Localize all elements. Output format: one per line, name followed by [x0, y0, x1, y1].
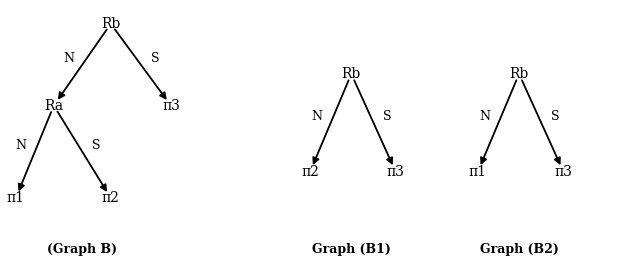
Text: π2: π2 — [301, 164, 319, 179]
Text: π1: π1 — [7, 191, 25, 205]
Text: π2: π2 — [102, 191, 120, 205]
Text: Rb: Rb — [342, 67, 361, 81]
Text: Graph (B2): Graph (B2) — [480, 243, 558, 256]
Text: Graph (B1): Graph (B1) — [312, 243, 391, 256]
Text: S: S — [151, 51, 159, 65]
Text: Rb: Rb — [510, 67, 529, 81]
Text: π3: π3 — [555, 164, 572, 179]
Text: (Graph B): (Graph B) — [47, 243, 117, 256]
Text: S: S — [383, 110, 392, 123]
Text: π3: π3 — [387, 164, 404, 179]
Text: N: N — [479, 110, 490, 123]
Text: Ra: Ra — [44, 98, 63, 113]
Text: S: S — [551, 110, 560, 123]
Text: N: N — [15, 139, 27, 152]
Text: N: N — [63, 51, 74, 65]
Text: N: N — [311, 110, 322, 123]
Text: Rb: Rb — [101, 17, 120, 31]
Text: π1: π1 — [469, 164, 487, 179]
Text: π3: π3 — [162, 98, 180, 113]
Text: S: S — [92, 139, 101, 152]
